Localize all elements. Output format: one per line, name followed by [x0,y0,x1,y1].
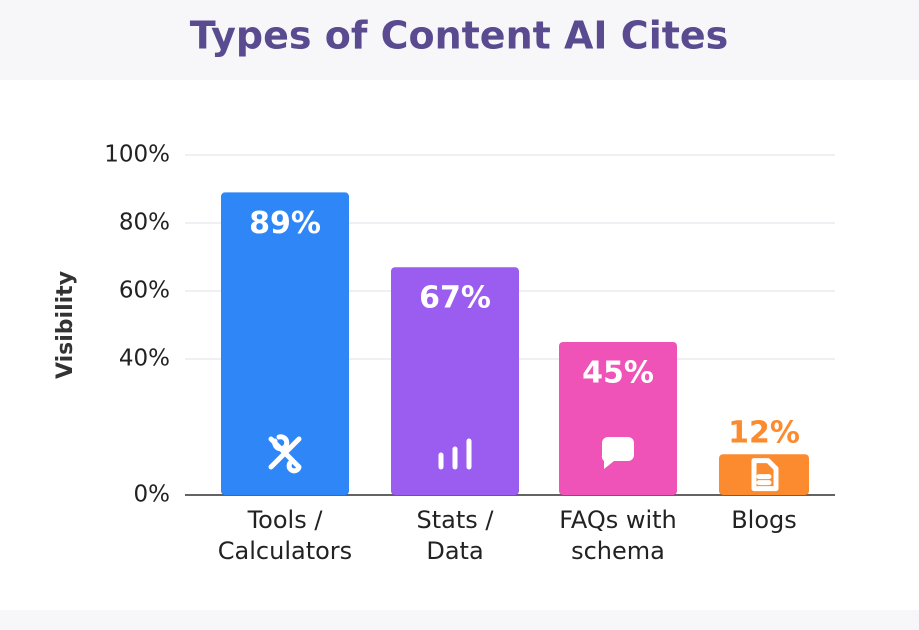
icon [751,458,779,492]
x-tick-label: Stats / Data [416,506,494,565]
x-tick-label: Tools / Calculators [217,506,353,565]
icon [438,438,472,470]
y-tick-label: 80% [119,210,170,236]
x-tick-label: FAQs with schema [559,506,677,565]
bar [221,192,349,495]
x-tick-label: Blogs [731,506,797,534]
value-label: 45% [582,356,654,391]
y-tick-label: 60% [119,278,170,304]
value-label: 67% [419,281,491,316]
y-tick-label: 100% [104,142,170,168]
chart-title: Types of Content AI Cites [190,14,729,58]
y-tick-label: 0% [134,482,171,508]
value-label: 12% [728,416,800,451]
y-tick-label: 40% [119,346,170,372]
value-label: 89% [249,206,321,241]
bar [391,267,519,495]
bar [559,342,677,495]
icon [268,434,302,474]
icon [601,437,634,469]
y-axis-label: Visibility [53,271,78,379]
